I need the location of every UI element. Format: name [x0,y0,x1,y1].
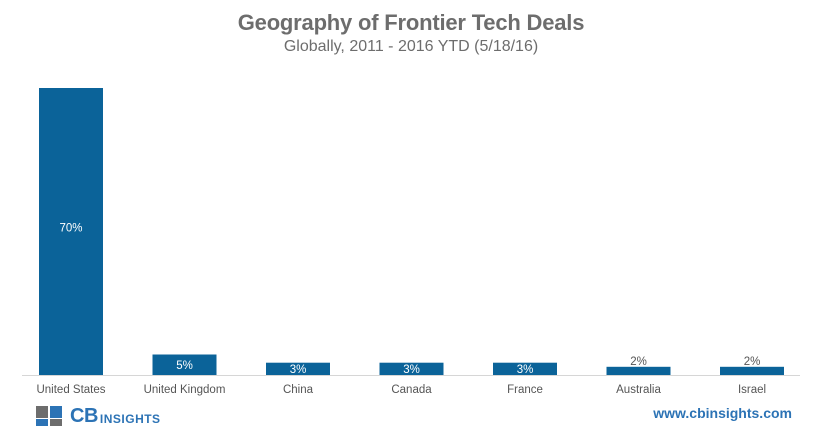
data-label: 2% [744,356,761,368]
x-tick-label: Canada [391,384,432,396]
data-label: 2% [630,356,647,368]
cb-logo-mark-icon [36,406,62,426]
x-tick-label: Israel [738,384,766,396]
x-tick-label: France [507,384,543,396]
data-label: 70% [59,223,82,235]
bar-united-kingdom [152,354,217,375]
chart-title: Geography of Frontier Tech Deals [237,10,585,35]
bar-united-states [39,88,103,375]
data-label: 3% [517,364,534,376]
logo-text-insights: INSIGHTS [99,411,161,426]
bar-canada [379,362,444,375]
x-tick-label: United States [36,384,105,396]
bar-australia [606,366,671,375]
bar-france [493,362,557,375]
data-label: 3% [403,364,420,376]
cb-insights-logo: CB INSIGHTS [36,404,161,428]
chart-subtitle: Globally, 2011 - 2016 YTD (5/18/16) [283,38,539,55]
logo-text-cb: CB [70,404,98,427]
x-tick-label: Australia [616,384,661,396]
x-tick-label: China [283,384,314,396]
x-tick-label: United Kingdom [144,384,226,396]
site-url-link[interactable]: www.cbinsights.com [653,405,792,421]
bar-china [266,362,330,375]
data-label: 3% [290,364,307,376]
bar-israel [720,366,784,375]
data-label: 5% [176,360,193,372]
